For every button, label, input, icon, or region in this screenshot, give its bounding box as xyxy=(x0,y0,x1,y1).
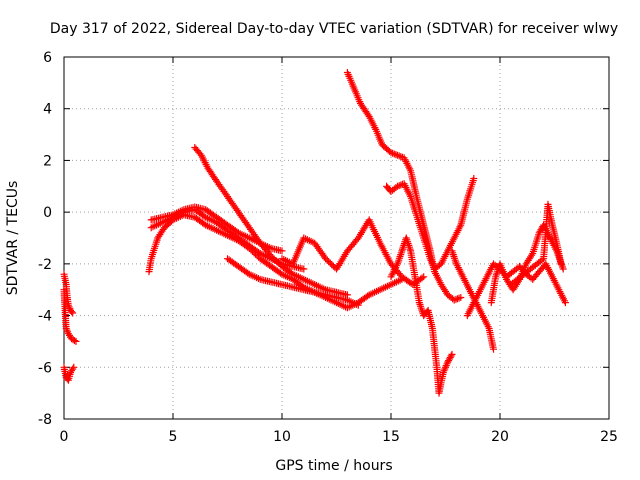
series-track-j xyxy=(343,69,465,304)
data-point xyxy=(444,358,452,366)
data-point xyxy=(395,152,403,160)
data-point xyxy=(427,256,435,264)
y-tick-label: -2 xyxy=(38,257,52,273)
data-point xyxy=(278,247,286,255)
y-axis-label: SDTVAR / TECUs xyxy=(5,181,21,296)
x-tick-label: 5 xyxy=(169,429,178,445)
y-tick-label: -4 xyxy=(38,309,52,325)
series-track-c xyxy=(60,363,78,384)
data-point xyxy=(69,365,77,373)
data-point xyxy=(273,258,281,266)
data-point xyxy=(62,325,70,332)
data-point xyxy=(325,258,333,266)
x-tick-label: 20 xyxy=(491,429,509,445)
data-point xyxy=(457,294,465,301)
y-tick-label: 4 xyxy=(43,102,52,118)
data-point xyxy=(389,149,397,157)
grid-lines xyxy=(64,57,609,419)
series-track-b xyxy=(60,286,80,345)
data-point xyxy=(420,273,428,281)
series-track-h xyxy=(224,255,362,309)
series-track-l xyxy=(387,234,456,397)
data-point xyxy=(70,363,78,371)
data-point xyxy=(446,354,454,361)
data-point xyxy=(470,175,478,182)
x-tick-label: 10 xyxy=(273,429,291,445)
data-point xyxy=(354,301,362,309)
data-point xyxy=(528,251,536,259)
y-tick-label: -6 xyxy=(38,360,52,376)
data-point xyxy=(72,337,80,345)
series-track-p xyxy=(507,200,565,288)
data-point xyxy=(392,151,400,159)
data-point xyxy=(559,265,567,273)
data-point xyxy=(441,365,449,373)
data-point xyxy=(267,252,275,260)
x-axis-ticks: 0 5 10 15 20 25 xyxy=(60,57,618,445)
data-point xyxy=(490,345,497,353)
series-track-g xyxy=(191,144,351,299)
data-point xyxy=(561,299,569,307)
data-point xyxy=(454,295,461,303)
data-point xyxy=(65,303,73,311)
x-axis-label: GPS time / hours xyxy=(275,458,392,474)
data-point xyxy=(63,326,71,334)
data-point xyxy=(557,260,565,268)
data-point xyxy=(266,251,274,258)
data-point xyxy=(442,363,449,371)
data-point xyxy=(326,259,334,267)
y-tick-label: 2 xyxy=(43,153,52,169)
data-point xyxy=(426,255,434,263)
chart-title: Day 317 of 2022, Sidereal Day-to-day VTE… xyxy=(50,21,618,37)
y-tick-label: 0 xyxy=(43,205,52,221)
data-point xyxy=(448,350,456,358)
y-tick-label: -8 xyxy=(38,412,52,428)
data-point xyxy=(447,352,455,360)
data-point xyxy=(440,367,448,375)
data-point xyxy=(418,274,426,282)
data-point xyxy=(445,357,453,365)
y-tick-label: 6 xyxy=(43,50,52,66)
data-point xyxy=(69,309,77,317)
x-tick-label: 0 xyxy=(60,429,69,445)
data-point xyxy=(328,261,336,269)
data-point xyxy=(272,257,280,264)
data-point xyxy=(300,265,308,273)
y-axis-ticks: -8 -6 -4 -2 0 2 4 6 xyxy=(38,50,609,428)
data-point xyxy=(68,308,76,316)
data-points xyxy=(60,69,569,397)
x-tick-label: 25 xyxy=(600,429,618,445)
plot-frame xyxy=(63,56,610,420)
data-point xyxy=(394,182,401,190)
series-track-n xyxy=(463,260,569,320)
x-tick-label: 15 xyxy=(382,429,400,445)
data-point xyxy=(443,360,451,368)
series-track-k xyxy=(383,175,478,273)
data-point xyxy=(71,337,78,345)
data-point xyxy=(450,296,458,304)
data-point xyxy=(428,260,436,268)
